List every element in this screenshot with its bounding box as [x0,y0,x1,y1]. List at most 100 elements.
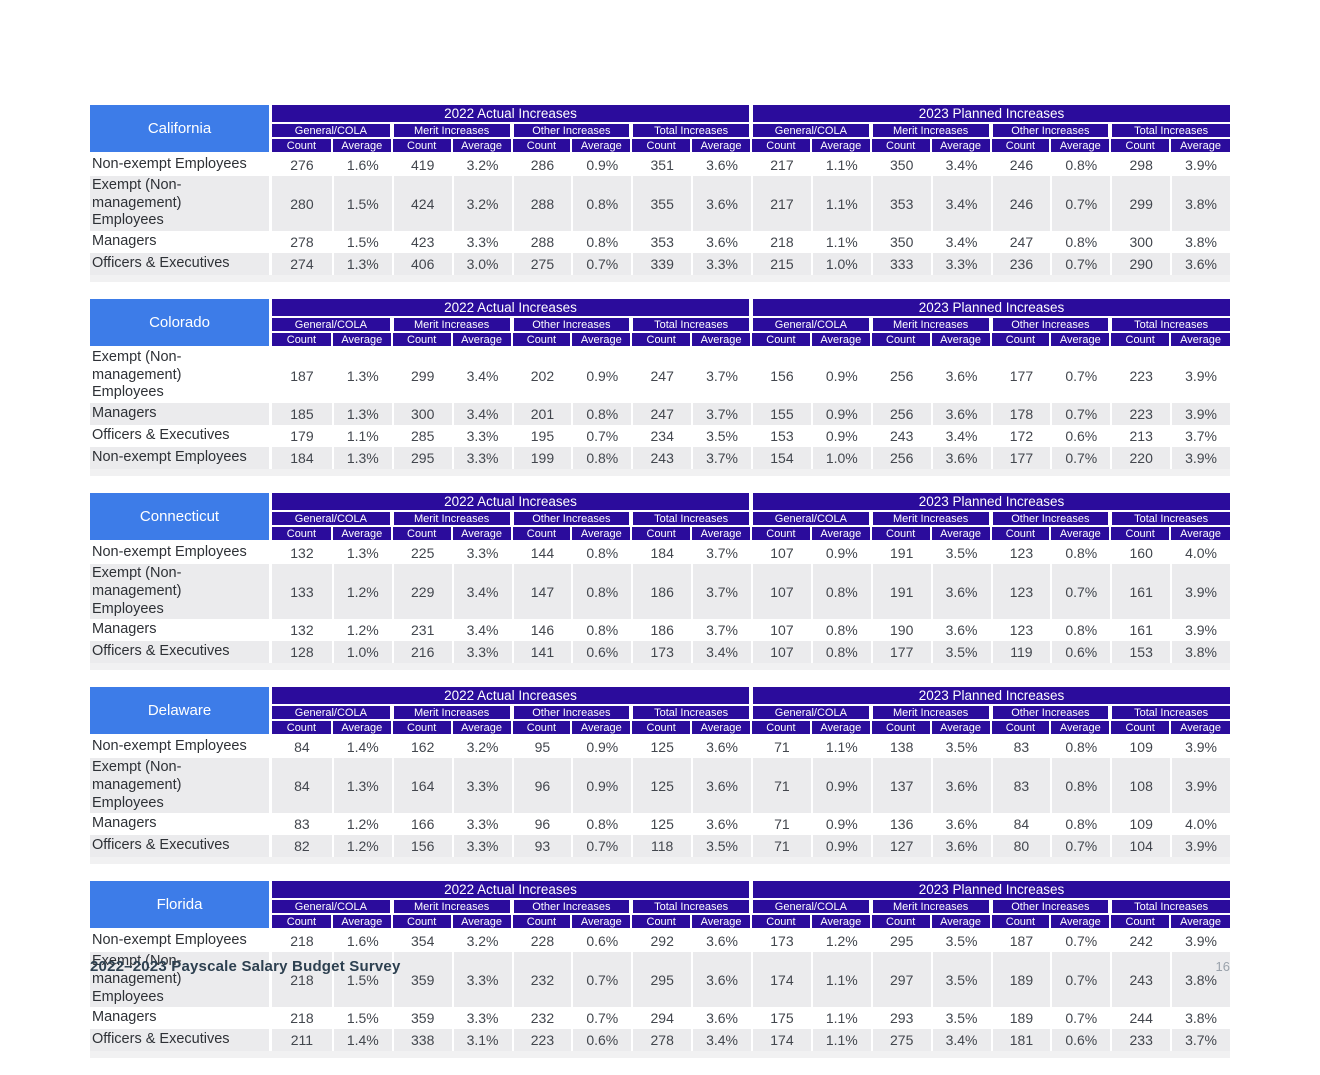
data-cell: 1.3% [331,447,392,470]
column-header-average: Average [452,333,511,347]
data-cell: 0.8% [1050,231,1111,254]
data-cell: 0.8% [571,176,632,232]
data-cell: 1.5% [331,231,392,254]
row-label-text: Managers [92,815,157,832]
data-cell: 161 [1110,619,1171,642]
data-cell: 3.7% [691,403,751,426]
data-cell: 0.7% [1050,564,1111,620]
data-cell: 3.4% [451,619,512,642]
group-header: Other Increases [513,318,630,332]
column-header-average: Average [1171,139,1230,152]
data-cell: 0.8% [1050,154,1111,176]
data-cell: 232 [511,952,572,1008]
data-cell: 109 [1110,736,1171,759]
data-cell: 0.8% [571,813,632,836]
data-cell: 71 [751,736,811,759]
data-cell: 191 [870,564,931,620]
data-cell: 3.2% [451,930,512,953]
data-cell: 278 [272,231,332,254]
row-label-text: Non-exempt Employees [92,738,247,755]
row-label-text: Exempt (Non-management) Employees [92,349,182,401]
column-header-average: Average [332,721,391,735]
data-cell: 354 [391,930,452,953]
data-cell: 80 [990,835,1051,858]
data-cell: 288 [511,176,572,232]
column-header-average: Average [1051,139,1110,152]
data-cell: 1.4% [331,1029,392,1052]
row-label-text: Non-exempt Employees [92,544,247,561]
column-header-average: Average [1171,527,1230,541]
data-cell: 3.6% [691,952,751,1008]
data-cell: 161 [1110,564,1171,620]
data-cell: 119 [990,641,1051,664]
data-cell: 3.9% [1170,758,1230,814]
data-cell: 3.6% [930,813,991,836]
data-cell: 190 [870,619,931,642]
row-label-text: Exempt (Non-management) Employees [92,759,182,811]
data-cell: 0.8% [571,447,632,470]
data-cell: 243 [870,425,931,448]
data-cell: 3.4% [930,176,991,232]
data-cell: 1.2% [810,930,871,953]
data-cell: 3.1% [451,1029,512,1052]
group-header: General/COLA [272,900,390,914]
data-cell: 350 [870,154,931,176]
data-cell: 1.0% [331,641,392,664]
data-cell: 118 [631,835,692,858]
data-cell: 300 [1110,231,1171,254]
column-header-average: Average [931,139,990,152]
data-cell: 3.6% [930,403,991,426]
data-cell: 1.5% [331,176,392,232]
data-cell: 179 [272,425,332,448]
data-cell: 3.8% [1170,641,1230,664]
data-cell: 0.8% [810,641,871,664]
data-cell: 0.9% [571,348,632,404]
column-header-count: Count [991,721,1050,735]
column-header-average: Average [931,527,990,541]
group-header: Merit Increases [393,318,510,332]
column-header-average: Average [332,333,391,347]
data-cell: 0.7% [1050,403,1111,426]
group-header: General/COLA [272,318,390,332]
data-cell: 0.7% [1050,447,1111,470]
data-cell: 187 [990,930,1051,953]
data-cell: 3.3% [691,253,751,276]
data-cell: 233 [1110,1029,1171,1052]
data-cell: 0.9% [810,542,871,565]
column-header-count: Count [392,139,451,152]
data-cell: 195 [511,425,572,448]
data-cell: 3.4% [930,231,991,254]
data-cell: 0.8% [571,619,632,642]
data-cell: 3.6% [691,154,751,176]
data-cell: 199 [511,447,572,470]
data-cell: 3.8% [1170,176,1230,232]
data-cell: 133 [272,564,332,620]
data-cell: 3.6% [691,176,751,232]
column-header-average: Average [692,721,750,735]
column-header-average: Average [811,333,870,347]
row-label-text: Managers [92,1009,157,1026]
data-cell: 247 [631,348,692,404]
data-cell: 177 [870,641,931,664]
data-cell: 1.1% [810,1007,871,1030]
data-cell: 0.7% [1050,835,1111,858]
data-cell: 4.0% [1170,542,1230,565]
data-cell: 0.9% [571,154,632,176]
data-cell: 339 [631,253,692,276]
data-cell: 359 [391,952,452,1008]
row-label: Non-exempt Employees [90,736,272,759]
data-cell: 218 [272,952,332,1008]
data-cell: 295 [391,447,452,470]
column-header-average: Average [332,527,391,541]
data-cell: 256 [870,348,931,404]
column-header-average: Average [811,721,870,735]
data-cell: 3.5% [691,425,751,448]
row-label-text: Officers & Executives [92,255,230,272]
data-cell: 247 [990,231,1051,254]
data-cell: 359 [391,1007,452,1030]
data-cell: 217 [751,176,811,232]
row-label: Non-exempt Employees [90,542,272,565]
data-cell: 0.6% [571,1029,632,1052]
data-cell: 0.9% [810,813,871,836]
group-header: General/COLA [753,124,869,137]
